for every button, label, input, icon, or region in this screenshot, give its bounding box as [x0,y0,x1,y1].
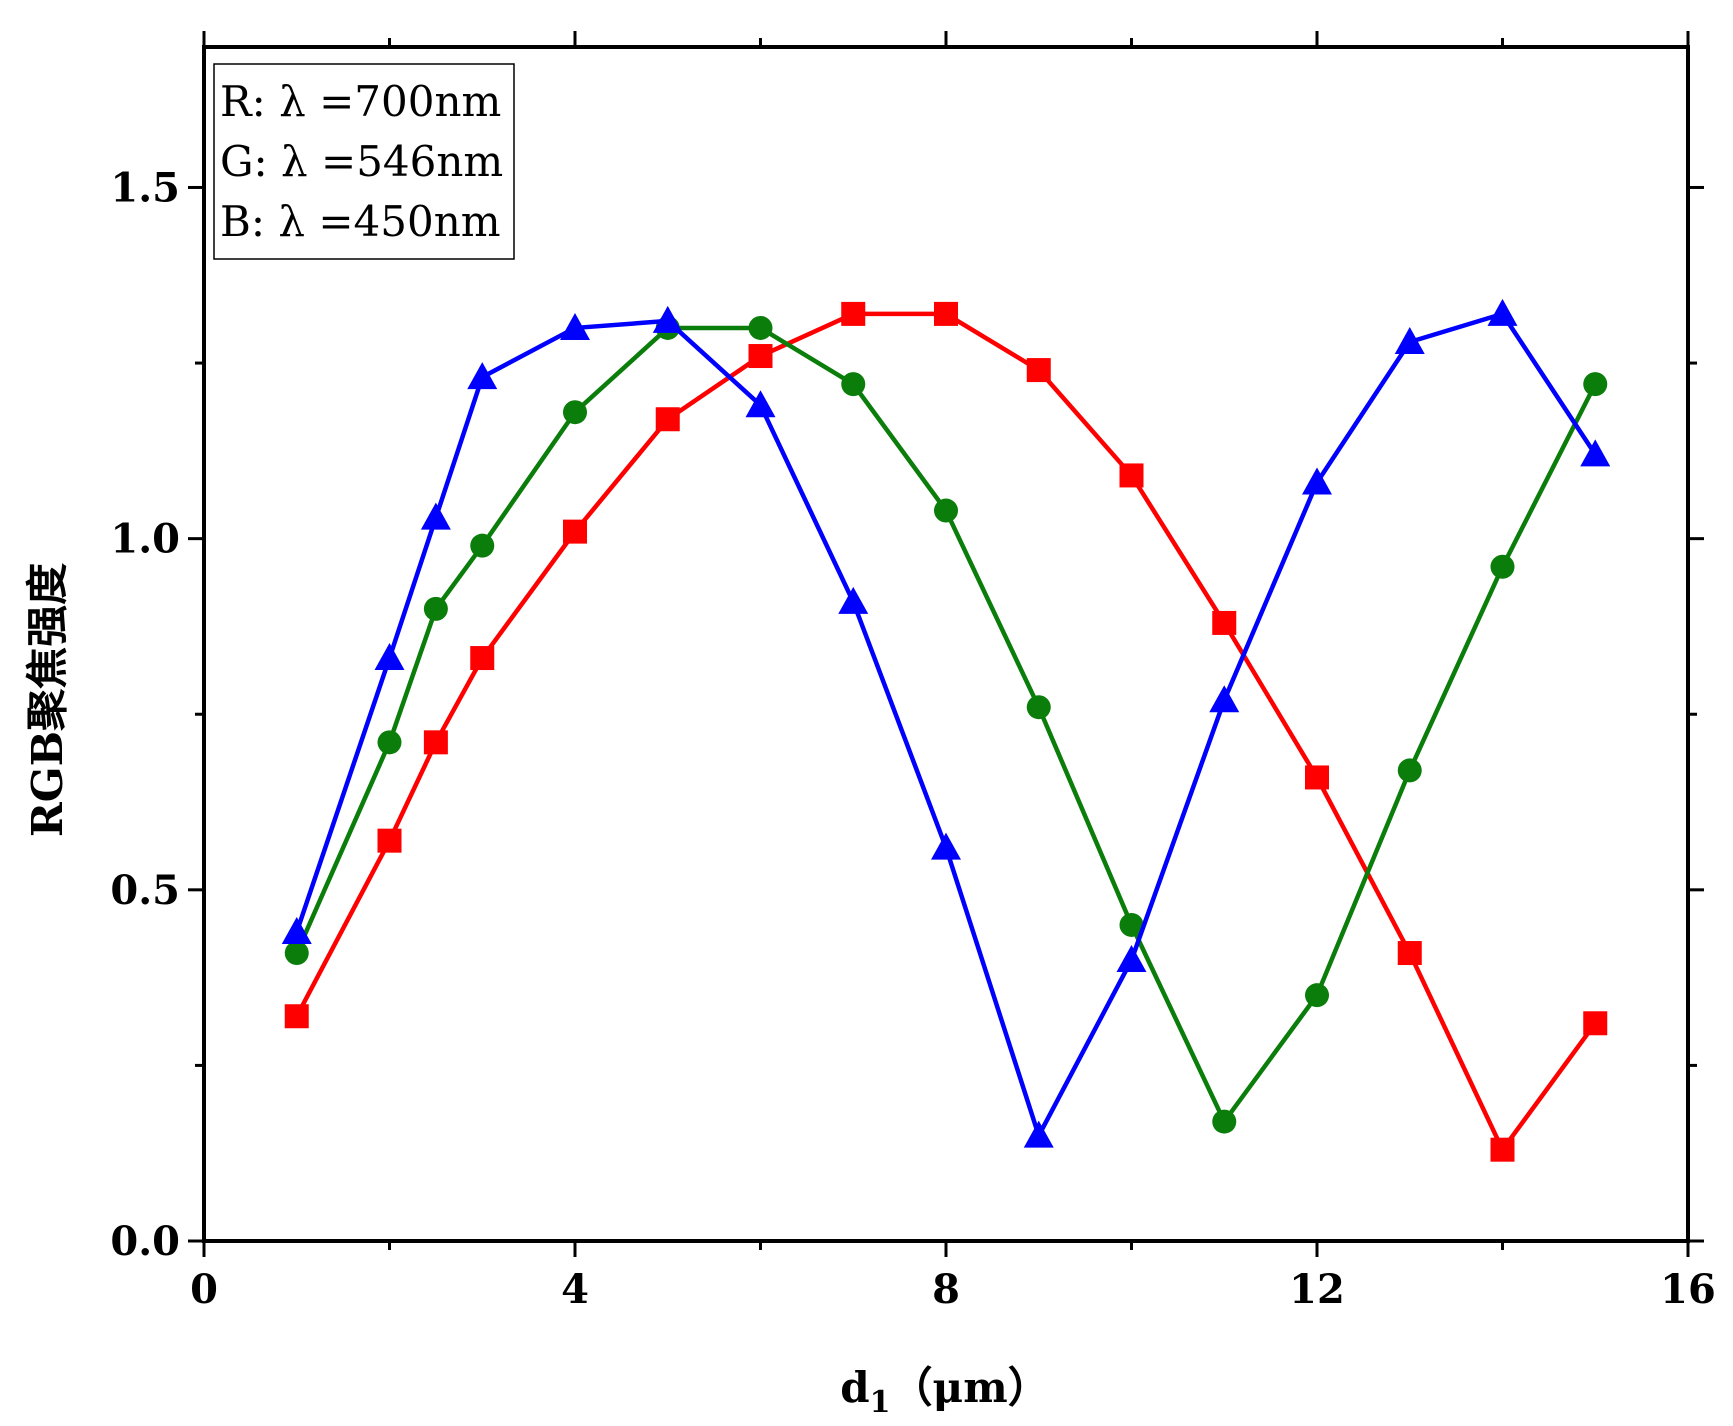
data-point-square [1026,358,1051,383]
legend: R: λ =700nm G: λ =546nm B: λ =450nm [213,63,515,260]
series-circle [284,315,1608,1134]
data-point-circle [470,533,495,558]
data-point-circle [1397,758,1422,783]
y-tick-label: 0.5 [110,867,180,914]
data-point-circle [934,498,958,523]
data-point-square [470,646,495,671]
data-point-circle [563,400,587,425]
series-line [294,311,1598,1138]
y-axis-title: RGB聚焦强度 [23,563,72,837]
x-axis-title-main: d [840,1363,869,1412]
axes [202,45,1690,1243]
data-point-triangle [420,502,451,530]
data-point-circle [1305,983,1329,1008]
x-tick-label: 12 [1289,1266,1345,1313]
data-point-circle [1026,695,1051,720]
tick-labels: 0 4 8 12 16 0.0 0.5 1.0 1.5 [110,164,1715,1313]
data-point-circle [1119,912,1144,937]
legend-entry-g: G: λ =546nm [220,137,503,186]
data-point-triangle [838,586,869,614]
data-point-square [841,301,866,326]
data-point-triangle [1209,685,1240,713]
plot-frame [202,45,1690,1243]
data-point-triangle [1487,298,1518,326]
data-point-square [563,519,587,544]
data-point-square [284,1004,309,1029]
data-point-triangle [374,643,405,671]
data-point-circle [423,596,448,621]
data-point-triangle [745,390,776,418]
data-point-square [1212,610,1237,635]
data-point-triangle [652,305,683,333]
data-point-triangle [560,312,590,340]
data-point-triangle [1394,326,1425,354]
x-tick-label: 8 [932,1266,960,1313]
data-point-square [1490,1137,1515,1162]
data-point-square [934,301,958,326]
data-point-square [1119,463,1144,488]
data-point-triangle [1023,1120,1054,1148]
data-point-square [1305,765,1329,790]
data-point-triangle [1302,467,1332,495]
data-point-triangle [1580,439,1611,467]
data-point-square [748,344,773,369]
data-point-square [1397,941,1422,966]
series-square [284,301,1608,1162]
data-point-circle [748,315,773,340]
y-tick-label: 1.5 [110,164,180,211]
x-axis-title-unit: （μm） [891,1363,1050,1412]
data-point-square [1583,1011,1608,1036]
data-point-circle [841,372,866,397]
y-tick-label: 1.0 [110,516,180,563]
data-point-circle [284,941,309,966]
data-point-square [423,730,448,755]
data-point-triangle [281,916,312,944]
data-point-triangle [1116,945,1147,973]
data-point-circle [1212,1109,1237,1134]
x-axis-title-subscript: 1 [870,1385,891,1420]
data-point-circle [377,730,402,755]
data-point-triangle [931,832,961,860]
legend-entry-r: R: λ =700nm [220,77,501,126]
y-tick-label: 0.0 [110,1218,180,1265]
data-point-triangle [467,362,498,390]
data-point-square [655,407,680,432]
x-tick-label: 0 [190,1266,218,1313]
series-triangle [281,298,1611,1148]
legend-box [213,63,515,260]
data-series [281,298,1611,1162]
x-tick-label: 4 [561,1266,589,1313]
series-line [294,325,1598,1124]
data-point-circle [1583,372,1608,397]
x-tick-label: 16 [1660,1266,1716,1313]
series-line [294,311,1598,1152]
data-point-square [377,828,402,853]
legend-entry-b: B: λ =450nm [220,197,501,246]
x-axis-title: d1（μm） [840,1363,1049,1420]
data-point-circle [1490,554,1515,579]
